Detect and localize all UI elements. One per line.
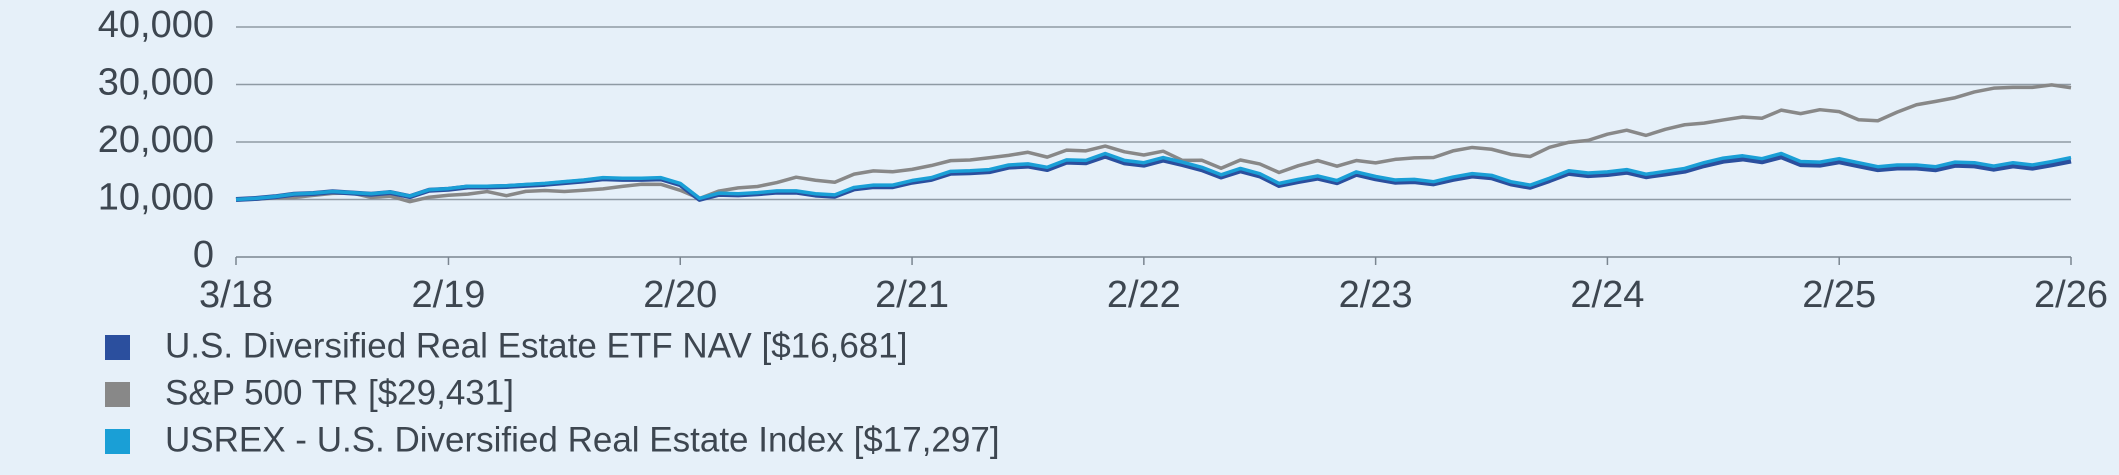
legend-label: U.S. Diversified Real Estate ETF NAV [$1… (165, 326, 907, 365)
y-tick-label: 30,000 (98, 62, 214, 104)
x-tick-label: 2/25 (1802, 274, 1876, 316)
legend-label: S&P 500 TR [$29,431] (165, 373, 514, 412)
legend-swatch (105, 429, 130, 454)
legend-swatch (105, 335, 130, 360)
x-tick-label: 2/20 (643, 274, 717, 316)
y-tick-label: 0 (193, 234, 214, 276)
series-line (235, 83, 2072, 204)
x-tick-label: 2/21 (875, 274, 949, 316)
x-tick-label: 3/18 (199, 274, 273, 316)
legend-label: USREX - U.S. Diversified Real Estate Ind… (165, 420, 1000, 459)
y-tick-label: 20,000 (98, 119, 214, 161)
x-tick-label: 2/26 (2034, 274, 2108, 316)
x-tick-label: 2/19 (411, 274, 485, 316)
y-tick-label: 40,000 (98, 4, 214, 46)
x-tick-label: 2/24 (1570, 274, 1644, 316)
series-line (235, 151, 2072, 202)
y-tick-label: 10,000 (98, 177, 214, 219)
x-tick-label: 2/22 (1107, 274, 1181, 316)
legend-swatch (105, 382, 130, 407)
x-tick-label: 2/23 (1339, 274, 1413, 316)
